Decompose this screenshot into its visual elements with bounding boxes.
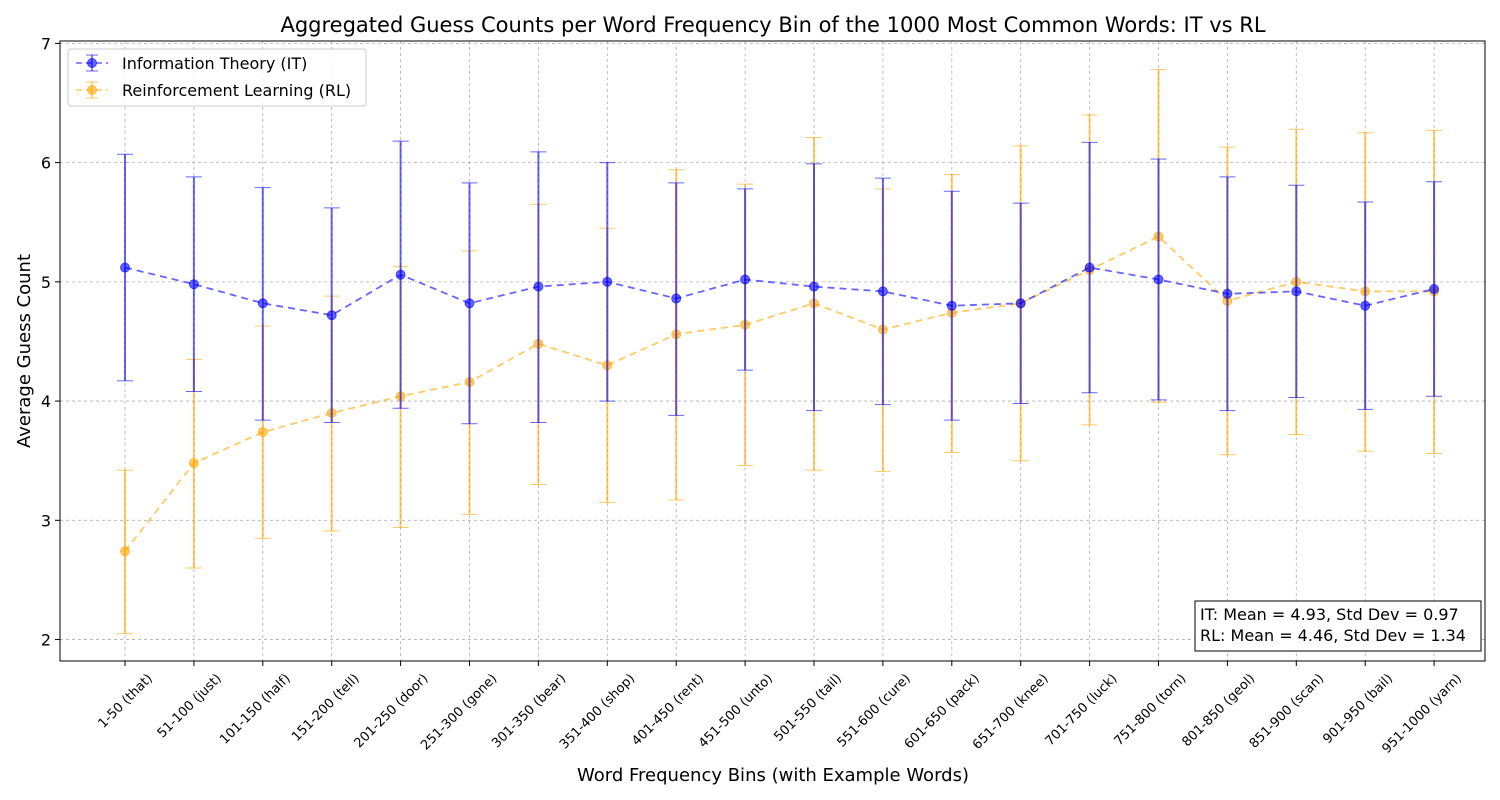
y-axis-title: Average Guess Count — [14, 254, 35, 448]
plot-frame — [59, 40, 1486, 662]
chart-title: Aggregated Guess Counts per Word Frequen… — [280, 13, 1265, 37]
y-tick-label-4: 6 — [41, 154, 51, 173]
it-point-16 — [1222, 288, 1233, 299]
it-series-line — [124, 266, 1435, 317]
it-point-9 — [740, 274, 751, 285]
legend-label-rl: Reinforcement Learning (RL) — [122, 81, 351, 100]
rl-series-line — [124, 235, 1435, 552]
x-axis-title: Word Frequency Bins (with Example Words) — [577, 765, 969, 786]
y-tick-label-0: 2 — [41, 631, 51, 650]
it-point-10 — [809, 281, 819, 292]
it-point-15 — [1153, 274, 1164, 285]
stats-rl-line: RL: Mean = 4.46, Std Dev = 1.34 — [1200, 626, 1466, 645]
it-point-18 — [1360, 300, 1371, 311]
it-point-0 — [120, 262, 130, 273]
it-point-7 — [602, 276, 613, 287]
legend: Information Theory (IT) Reinforcement Le… — [67, 48, 367, 107]
legend-label-it: Information Theory (IT) — [122, 54, 307, 73]
it-point-17 — [1291, 286, 1302, 297]
stats-box: IT: Mean = 4.93, Std Dev = 0.97 RL: Mean… — [1194, 600, 1482, 652]
stats-it-line: IT: Mean = 4.93, Std Dev = 0.97 — [1200, 605, 1459, 624]
it-point-4 — [395, 269, 406, 280]
y-tick-label-3: 5 — [41, 273, 51, 292]
it-point-13 — [1015, 298, 1026, 309]
rl-point-2 — [257, 427, 268, 438]
y-tick-label-1: 3 — [41, 511, 51, 530]
legend-marker-rl — [76, 81, 108, 99]
rl-point-1 — [188, 458, 199, 469]
it-point-12 — [946, 300, 957, 311]
it-point-19 — [1429, 284, 1440, 294]
y-tick-label-2: 4 — [41, 392, 51, 411]
it-point-1 — [188, 279, 199, 290]
rl-point-0 — [120, 546, 130, 557]
it-point-2 — [257, 298, 268, 309]
it-point-11 — [877, 286, 888, 297]
y-axis: 2 3 4 5 6 7 — [41, 34, 60, 650]
legend-box — [67, 48, 367, 107]
legend-marker-it — [76, 54, 108, 72]
it-point-14 — [1084, 262, 1095, 273]
stats-box-frame — [1194, 600, 1482, 652]
series-it — [117, 140, 1443, 425]
it-point-8 — [671, 293, 682, 304]
it-point-3 — [326, 310, 337, 321]
y-tick-label-5: 7 — [41, 34, 51, 53]
it-point-6 — [533, 281, 544, 292]
it-point-5 — [464, 298, 475, 309]
